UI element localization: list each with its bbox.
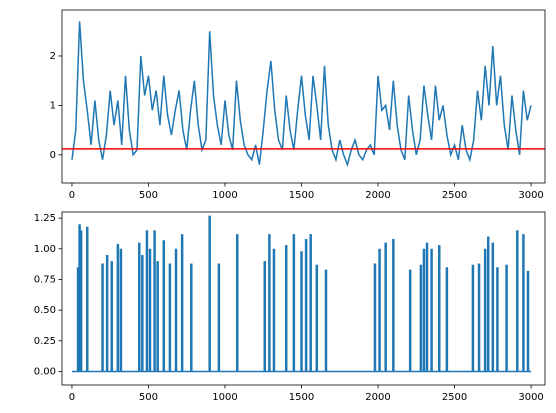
x-tick-label: 3000 <box>518 190 543 201</box>
x-tick-label: 1000 <box>212 392 237 403</box>
y-tick-label: 0.25 <box>34 336 56 347</box>
axes-frame <box>61 211 546 386</box>
y-tick-label: 0.00 <box>34 367 56 378</box>
x-tick-label: 2500 <box>442 190 467 201</box>
y-tick-label: 1.25 <box>34 213 56 224</box>
x-tick-label: 1500 <box>289 190 314 201</box>
x-tick-label: 1500 <box>289 392 314 403</box>
axes-frame <box>61 9 546 184</box>
y-tick-label: 0.50 <box>34 305 56 316</box>
x-tick-label: 2000 <box>365 392 390 403</box>
x-tick-label: 2000 <box>365 190 390 201</box>
data-line <box>71 21 532 168</box>
x-tick-label: 0 <box>69 392 75 403</box>
x-tick-label: 500 <box>139 392 158 403</box>
y-tick-label: 0 <box>50 150 56 161</box>
x-tick-label: 0 <box>69 190 75 201</box>
x-tick-label: 2500 <box>442 392 467 403</box>
x-tick-label: 500 <box>139 190 158 201</box>
x-tick-label: 1000 <box>212 190 237 201</box>
y-tick-label: 1 <box>50 100 56 111</box>
y-tick-label: 1.00 <box>34 244 56 255</box>
y-tick-label: 2 <box>50 51 56 62</box>
y-tick-label: 0.75 <box>34 274 56 285</box>
x-tick-label: 3000 <box>518 392 543 403</box>
